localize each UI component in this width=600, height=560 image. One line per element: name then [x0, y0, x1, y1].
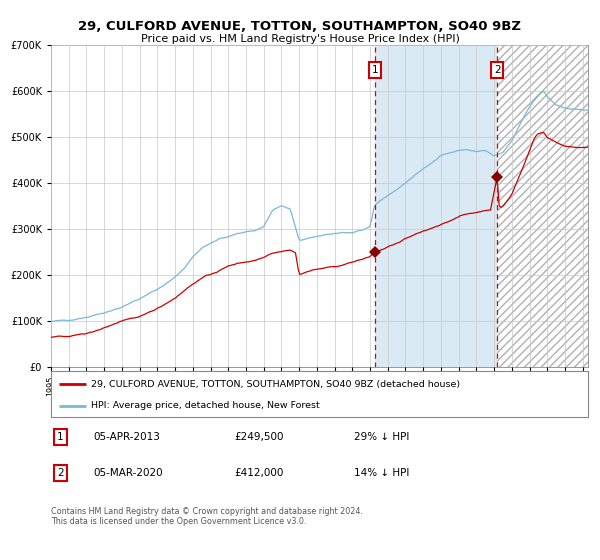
Text: 29, CULFORD AVENUE, TOTTON, SOUTHAMPTON, SO40 9BZ: 29, CULFORD AVENUE, TOTTON, SOUTHAMPTON,…: [79, 20, 521, 32]
Text: Price paid vs. HM Land Registry's House Price Index (HPI): Price paid vs. HM Land Registry's House …: [140, 34, 460, 44]
Text: 1: 1: [371, 65, 378, 75]
Text: 29% ↓ HPI: 29% ↓ HPI: [354, 432, 409, 442]
Text: 2: 2: [57, 468, 64, 478]
Text: £412,000: £412,000: [234, 468, 283, 478]
Text: 2: 2: [494, 65, 500, 75]
Text: HPI: Average price, detached house, New Forest: HPI: Average price, detached house, New …: [91, 401, 320, 410]
Bar: [497, 45, 588, 367]
Text: 05-APR-2013: 05-APR-2013: [93, 432, 160, 442]
Text: 05-MAR-2020: 05-MAR-2020: [93, 468, 163, 478]
Text: £249,500: £249,500: [234, 432, 284, 442]
Text: Contains HM Land Registry data © Crown copyright and database right 2024.
This d: Contains HM Land Registry data © Crown c…: [51, 507, 363, 526]
Text: 14% ↓ HPI: 14% ↓ HPI: [354, 468, 409, 478]
Bar: [497, 45, 588, 367]
Bar: [375, 45, 497, 367]
Text: 1: 1: [57, 432, 64, 442]
Text: 29, CULFORD AVENUE, TOTTON, SOUTHAMPTON, SO40 9BZ (detached house): 29, CULFORD AVENUE, TOTTON, SOUTHAMPTON,…: [91, 380, 460, 389]
